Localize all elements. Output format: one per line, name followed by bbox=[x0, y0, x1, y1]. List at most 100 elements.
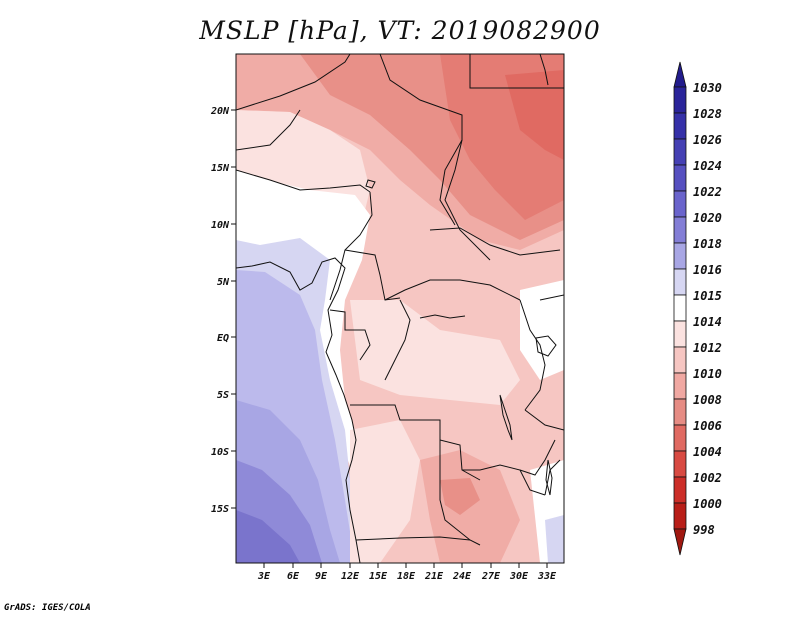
lon-label: 6E bbox=[287, 571, 300, 582]
lon-label: 18E bbox=[397, 571, 416, 582]
colorbar-label: 1030 bbox=[693, 81, 722, 95]
colorbar-label: 1018 bbox=[693, 237, 722, 251]
lon-label: 15E bbox=[369, 571, 388, 582]
border-gabon bbox=[329, 309, 371, 361]
contour-1015-southeast bbox=[545, 515, 564, 563]
border-angola-zambia bbox=[439, 440, 481, 546]
colorbar-label: 1020 bbox=[693, 211, 722, 225]
pressure-field bbox=[236, 54, 564, 563]
colorbar-swatch bbox=[673, 190, 687, 218]
colorbar-swatch bbox=[673, 294, 687, 322]
contour-1010-east bbox=[510, 395, 564, 460]
border-chad-sudan bbox=[444, 139, 491, 261]
border-sudan-southsudan bbox=[429, 227, 561, 256]
lat-label: 10N bbox=[211, 220, 230, 231]
lat-label: 10S bbox=[211, 447, 229, 458]
border-uganda-kenya bbox=[539, 294, 564, 301]
colorbar: 1030 1028 1026 1024 1022 1020 1018 1016 … bbox=[673, 61, 722, 556]
border-libya-sudan bbox=[469, 54, 564, 89]
border-niger-chad bbox=[379, 54, 463, 226]
contour-1022-ocean bbox=[236, 510, 300, 563]
colorbar-swatch bbox=[673, 268, 687, 296]
colorbar-swatch bbox=[673, 216, 687, 244]
lon-label: 9E bbox=[315, 571, 328, 582]
colorbar-label: 1008 bbox=[693, 393, 722, 407]
colorbar-label: 1024 bbox=[693, 159, 722, 173]
colorbar-swatch bbox=[673, 138, 687, 166]
colorbar-swatch bbox=[673, 476, 687, 504]
colorbar-label: 1004 bbox=[693, 445, 722, 459]
border-algeria-libya bbox=[236, 54, 351, 111]
colorbar-bottom-tip bbox=[673, 528, 687, 556]
border-tanzania bbox=[524, 409, 564, 431]
border-nigeria-cameroon bbox=[329, 191, 373, 301]
border-car-south bbox=[384, 279, 521, 301]
colorbar-swatch bbox=[673, 346, 687, 374]
colorbar-swatch bbox=[673, 450, 687, 478]
red-sea-coast bbox=[539, 54, 549, 86]
colorbar-swatch bbox=[673, 242, 687, 270]
latitude-axis: 20N 15N 10N 5N EQ 5S 10S 15S bbox=[210, 106, 236, 515]
lat-label: 15S bbox=[211, 504, 229, 515]
colorbar-label: 1014 bbox=[693, 315, 722, 329]
colorbar-label: 1002 bbox=[693, 471, 722, 485]
colorbar-label: 998 bbox=[693, 523, 715, 537]
colorbar-label: 1022 bbox=[693, 185, 722, 199]
colorbar-swatch bbox=[673, 86, 687, 114]
colorbar-swatch bbox=[673, 398, 687, 426]
lon-label: 30E bbox=[509, 571, 529, 582]
colorbar-label: 1015 bbox=[693, 289, 722, 303]
footer-credit: GrADS: IGES/COLA bbox=[4, 603, 91, 613]
lake-malawi bbox=[545, 459, 553, 496]
border-mozambique bbox=[519, 439, 556, 476]
lake-chad bbox=[365, 179, 376, 189]
river-congo bbox=[419, 314, 466, 319]
coastline bbox=[236, 257, 361, 563]
lon-label: 24E bbox=[452, 571, 472, 582]
border-nigeria-niger bbox=[236, 169, 371, 193]
colorbar-swatch bbox=[673, 112, 687, 140]
colorbar-swatch bbox=[673, 320, 687, 348]
lat-label: 15N bbox=[211, 163, 230, 174]
longitude-axis: 3E 6E 9E 12E 15E 18E 21E 24E 27E 30E 33E bbox=[257, 563, 557, 582]
map-title: MSLP [hPa], VT: 2019082900 bbox=[199, 16, 601, 45]
colorbar-swatch bbox=[673, 502, 687, 530]
colorbar-label: 1010 bbox=[693, 367, 722, 381]
colorbar-label: 1026 bbox=[693, 133, 722, 147]
border-namibia bbox=[355, 536, 471, 541]
lon-label: 33E bbox=[537, 571, 557, 582]
border-east-africa bbox=[519, 299, 546, 411]
lon-label: 12E bbox=[341, 571, 360, 582]
colorbar-top-tip bbox=[673, 61, 687, 88]
colorbar-swatch bbox=[673, 424, 687, 452]
lon-label: 21E bbox=[424, 571, 444, 582]
lat-label: EQ bbox=[217, 333, 229, 344]
colorbar-label: 1006 bbox=[693, 419, 722, 433]
lon-label: 3E bbox=[257, 571, 271, 582]
colorbar-label: 1012 bbox=[693, 341, 722, 355]
colorbar-label: 1028 bbox=[693, 107, 722, 121]
contour-1014-east bbox=[520, 280, 564, 380]
contour-1012-south bbox=[350, 420, 420, 563]
lake-tanganyika bbox=[499, 394, 513, 441]
country-borders bbox=[236, 54, 564, 563]
lat-label: 20N bbox=[210, 106, 230, 117]
contour-1012-central bbox=[350, 300, 520, 405]
lake-victoria bbox=[535, 335, 557, 357]
border-mali-niger bbox=[236, 109, 301, 151]
contour-1008-southcentral bbox=[440, 478, 480, 515]
border-congo-drc bbox=[384, 299, 411, 381]
map-frame bbox=[235, 53, 565, 564]
contour-1004-northeast bbox=[505, 70, 564, 160]
colorbar-label: 1000 bbox=[693, 497, 722, 511]
lat-label: 5N bbox=[217, 277, 230, 288]
border-drc-angola bbox=[350, 404, 481, 481]
border-cameroon-car bbox=[344, 249, 401, 301]
border-zambia bbox=[462, 464, 546, 496]
colorbar-swatch bbox=[673, 372, 687, 400]
colorbar-swatch bbox=[673, 164, 687, 192]
colorbar-label: 1016 bbox=[693, 263, 722, 277]
lon-label: 27E bbox=[481, 571, 501, 582]
lat-label: 5S bbox=[217, 390, 229, 401]
